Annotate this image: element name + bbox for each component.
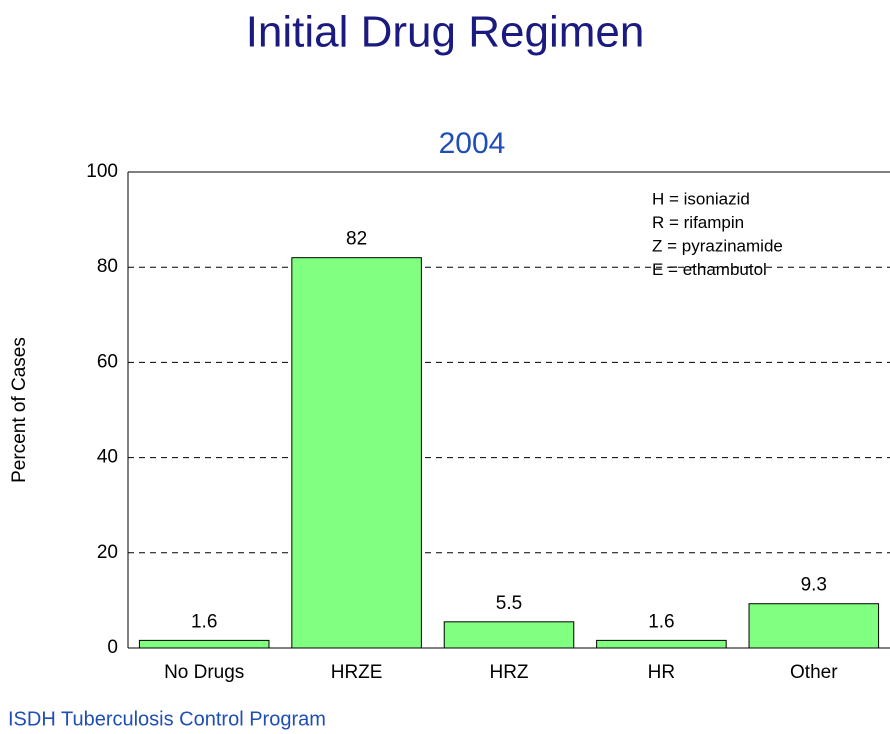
chart-subtitle: 2004: [439, 127, 506, 160]
bar: [748, 603, 880, 649]
x-tick-label: Other: [790, 662, 838, 683]
annotation: Z = pyrazinamide: [652, 236, 783, 255]
annotation: H = isoniazid: [652, 189, 750, 208]
annotation: R = rifampin: [652, 213, 744, 232]
bar: [138, 639, 270, 649]
annotation: E = ethambutol: [652, 260, 767, 279]
y-tick-label: 100: [86, 161, 118, 182]
y-tick-label: 80: [97, 256, 118, 277]
y-tick-label: 20: [97, 542, 118, 563]
y-tick-label: 0: [107, 637, 118, 658]
y-tick-label: 60: [97, 351, 118, 372]
bar: [291, 257, 422, 649]
y-tick-label: 40: [97, 447, 118, 468]
x-tick-label: HR: [648, 662, 675, 683]
bar: [443, 621, 575, 649]
data-label: 1.6: [191, 611, 217, 632]
x-tick-label: HRZ: [489, 662, 528, 683]
y-axis-label: Percent of Cases: [9, 337, 30, 483]
x-tick-label: No Drugs: [164, 662, 244, 683]
data-label: 82: [346, 229, 367, 250]
x-tick-label: HRZE: [331, 662, 383, 683]
bar: [596, 639, 727, 649]
data-label: 1.6: [648, 611, 674, 632]
footer: ISDH Tuberculosis Control Program: [8, 708, 326, 730]
data-label: 9.3: [801, 575, 827, 596]
chart-title: Initial Drug Regimen: [246, 8, 645, 57]
data-label: 5.5: [496, 593, 522, 614]
